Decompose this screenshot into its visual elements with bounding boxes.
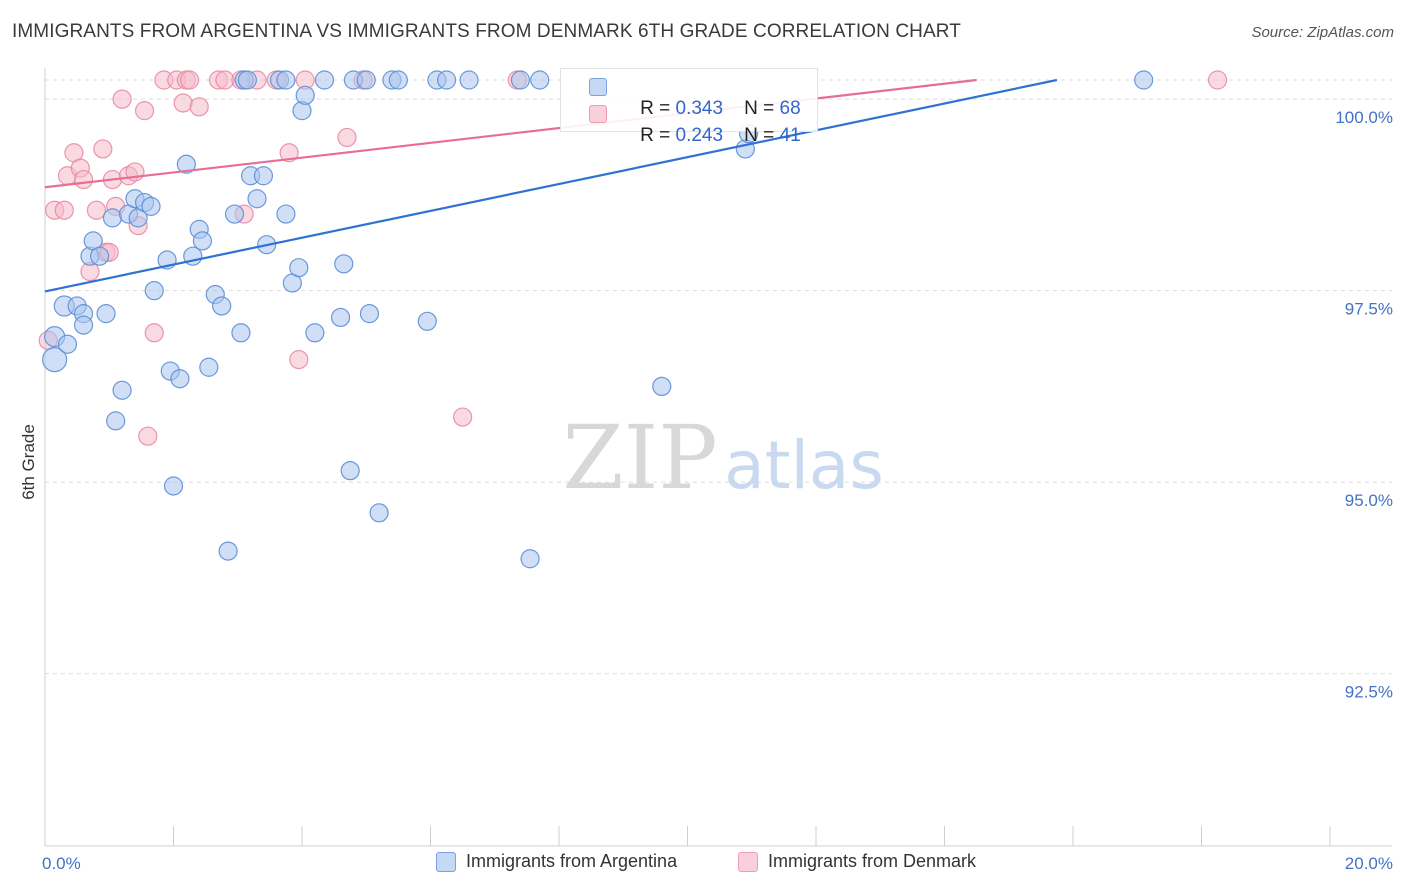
argentina-point bbox=[192, 231, 213, 251]
denmark-point bbox=[112, 89, 132, 109]
stats-row-denmark: R = 0.243 N = 41 bbox=[619, 103, 801, 169]
stats-box: R = 0.343 N = 68 R = 0.243 N = 41 bbox=[560, 68, 818, 146]
argentina-point bbox=[224, 204, 245, 224]
argentina-point bbox=[340, 461, 360, 481]
denmark-point bbox=[134, 101, 155, 121]
stats-swatch-argentina bbox=[589, 78, 607, 96]
argentina-point bbox=[170, 369, 190, 389]
denmark-point bbox=[86, 200, 107, 220]
stats-row-argentina: R = 0.343 N = 68 bbox=[619, 76, 801, 142]
denmark-point bbox=[144, 323, 164, 343]
argentina-point bbox=[73, 315, 94, 335]
argentina-point bbox=[305, 323, 325, 343]
legend-denmark[interactable]: Immigrants from Denmark bbox=[738, 851, 976, 872]
argentina-point bbox=[237, 70, 257, 90]
y-axis-label: 6th Grade bbox=[19, 424, 38, 500]
legend-swatch-denmark bbox=[738, 851, 758, 872]
argentina-point bbox=[96, 304, 116, 324]
denmark-point bbox=[173, 93, 193, 113]
denmark-point bbox=[279, 143, 299, 163]
denmark-point bbox=[337, 127, 357, 148]
argentina-point bbox=[57, 334, 78, 354]
source-credit: Source: ZipAtlas.com bbox=[1251, 24, 1394, 41]
denmark-point bbox=[189, 97, 209, 117]
argentina-point bbox=[276, 70, 296, 90]
y-tick-label: 92.5% bbox=[1345, 683, 1393, 702]
stats-argentina-r-label: R = bbox=[640, 98, 676, 119]
y-tick-label: 95.0% bbox=[1345, 491, 1393, 510]
y-tick-labels: 100.0% 97.5% 95.0% 92.5% bbox=[1335, 108, 1393, 702]
stats-argentina-r-value: 0.343 bbox=[675, 98, 724, 119]
argentina-point bbox=[144, 281, 164, 301]
legend-label-argentina: Immigrants from Argentina bbox=[466, 851, 678, 871]
denmark-point bbox=[1207, 70, 1228, 90]
argentina-point bbox=[436, 70, 457, 90]
argentina-point bbox=[176, 154, 196, 174]
legend-swatch-argentina bbox=[436, 851, 456, 872]
argentina-point bbox=[276, 204, 296, 224]
argentina-point bbox=[141, 196, 161, 216]
y-tick-label: 97.5% bbox=[1345, 300, 1393, 319]
stats-argentina-n-value: 68 bbox=[779, 98, 801, 119]
argentina-point bbox=[417, 311, 437, 331]
argentina-point bbox=[106, 411, 126, 431]
argentina-point bbox=[356, 70, 376, 90]
denmark-point bbox=[138, 426, 158, 446]
stats-argentina-n-label: N = bbox=[744, 98, 780, 119]
argentina-point bbox=[218, 541, 238, 561]
argentina-point bbox=[295, 85, 315, 105]
argentina-point bbox=[212, 296, 232, 316]
watermark-atlas: atlas bbox=[724, 427, 884, 504]
legend-argentina[interactable]: Immigrants from Argentina bbox=[436, 851, 677, 872]
argentina-point bbox=[359, 304, 380, 324]
stats-denmark-n-value: 41 bbox=[779, 125, 801, 146]
x-tick-labels: 0.0% 20.0% bbox=[42, 854, 1393, 873]
argentina-point bbox=[314, 70, 335, 90]
argentina-point bbox=[459, 70, 479, 90]
watermark-zip: ZIP bbox=[562, 406, 717, 509]
stats-denmark-r-label: R = bbox=[640, 125, 676, 146]
argentina-point bbox=[289, 258, 309, 278]
argentina-point bbox=[334, 254, 354, 274]
denmark-point bbox=[453, 407, 473, 427]
argentina-point bbox=[247, 189, 267, 209]
argentina-point bbox=[42, 346, 68, 373]
argentina-point bbox=[1134, 70, 1154, 90]
argentina-point bbox=[330, 307, 351, 328]
argentina-points bbox=[42, 70, 1154, 569]
stats-swatch-denmark bbox=[589, 105, 607, 123]
x-tick-label: 0.0% bbox=[42, 854, 81, 873]
argentina-point bbox=[90, 246, 110, 266]
stats-denmark-r-value: 0.243 bbox=[675, 125, 724, 146]
trend-lines bbox=[44, 78, 1058, 293]
stats-denmark-n-label: N = bbox=[744, 125, 780, 146]
argentina-point bbox=[520, 549, 540, 569]
argentina-point bbox=[369, 503, 389, 523]
chart-title: IMMIGRANTS FROM ARGENTINA VS IMMIGRANTS … bbox=[12, 21, 961, 42]
denmark-point bbox=[54, 200, 74, 220]
argentina-trend-line bbox=[44, 78, 1058, 293]
argentina-point bbox=[163, 476, 184, 496]
denmark-point bbox=[179, 70, 200, 90]
y-tick-label: 100.0% bbox=[1335, 108, 1393, 127]
legend-label-denmark: Immigrants from Denmark bbox=[768, 851, 977, 871]
argentina-point bbox=[388, 70, 408, 90]
x-tick-label: 20.0% bbox=[1345, 854, 1393, 873]
denmark-trend-line bbox=[44, 78, 977, 189]
argentina-point bbox=[199, 357, 219, 377]
argentina-point bbox=[253, 166, 274, 186]
argentina-point bbox=[231, 323, 251, 343]
argentina-point bbox=[102, 208, 123, 228]
argentina-point bbox=[510, 70, 531, 90]
denmark-point bbox=[289, 349, 309, 370]
argentina-point bbox=[112, 380, 132, 400]
argentina-point bbox=[530, 70, 550, 90]
denmark-point bbox=[215, 70, 235, 90]
axes bbox=[44, 68, 1392, 847]
argentina-point bbox=[652, 376, 672, 396]
denmark-point bbox=[93, 139, 113, 159]
denmark-point bbox=[73, 169, 94, 190]
zipatlas-watermark: ZIP atlas bbox=[562, 406, 883, 509]
